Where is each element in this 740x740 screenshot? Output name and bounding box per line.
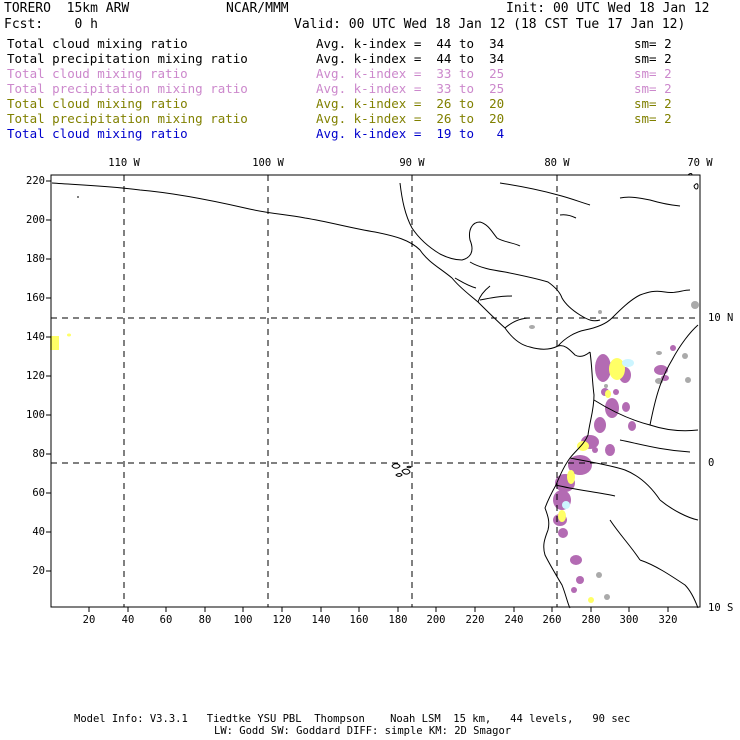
y-tick-20: 20 bbox=[32, 565, 45, 577]
model-info-line1: Model Info: V3.3.1 Tiedtke YSU PBL Thomp… bbox=[74, 713, 631, 725]
forecast-hour: Fcst: 0 h bbox=[4, 17, 98, 32]
legend-index-3: Avg. k-index = 33 to 25 bbox=[316, 66, 505, 81]
x-tick-240: 240 bbox=[504, 614, 524, 626]
y-tick-160: 160 bbox=[26, 292, 45, 304]
y-tick-200: 200 bbox=[26, 214, 45, 226]
legend-sm-6: sm= 2 bbox=[634, 111, 672, 126]
lat-label-10n: 10 N bbox=[708, 312, 734, 324]
cloud-yellow-areas bbox=[50, 333, 625, 603]
legend-index-7: Avg. k-index = 19 to 4 bbox=[316, 126, 505, 141]
legend-index-2: Avg. k-index = 44 to 34 bbox=[316, 51, 505, 66]
x-tick-300: 300 bbox=[619, 614, 639, 626]
model-title: TORERO 15km ARW bbox=[4, 1, 130, 16]
x-tick-320: 320 bbox=[658, 614, 678, 626]
lon-label-100w: 100 W bbox=[252, 157, 284, 169]
lon-label-80w: 80 W bbox=[544, 157, 570, 169]
lon-label-70w: 70 W bbox=[687, 157, 713, 169]
legend-index-5: Avg. k-index = 26 to 20 bbox=[316, 96, 505, 111]
legend-field-6: Total precipitation mixing ratio bbox=[7, 111, 248, 126]
legend-field-2: Total precipitation mixing ratio bbox=[7, 51, 248, 66]
legend-index-4: Avg. k-index = 33 to 25 bbox=[316, 81, 505, 96]
cloud-gray-areas bbox=[529, 301, 699, 600]
map-frame bbox=[50, 174, 701, 608]
init-time: Init: 00 UTC Wed 18 Jan 12 bbox=[506, 1, 710, 16]
x-tick-260: 260 bbox=[542, 614, 562, 626]
x-tick-140: 140 bbox=[311, 614, 331, 626]
x-tick-200: 200 bbox=[426, 614, 446, 626]
coastlines bbox=[51, 173, 699, 609]
cloud-shading bbox=[50, 301, 699, 603]
legend-field-4: Total precipitation mixing ratio bbox=[7, 81, 248, 96]
lat-lon-grid bbox=[51, 175, 700, 607]
legend-field-3: Total cloud mixing ratio bbox=[7, 66, 188, 81]
legend-field-7: Total cloud mixing ratio bbox=[7, 126, 188, 141]
x-tick-20: 20 bbox=[82, 614, 96, 626]
legend-sm-3: sm= 2 bbox=[634, 66, 672, 81]
x-tick-180: 180 bbox=[388, 614, 408, 626]
legend-index-6: Avg. k-index = 26 to 20 bbox=[316, 111, 505, 126]
model-info-line2: LW: Godd SW: Goddard DIFF: simple KM: 2D… bbox=[214, 725, 512, 737]
legend-index-1: Avg. k-index = 44 to 34 bbox=[316, 36, 505, 51]
lon-label-110w: 110 W bbox=[108, 157, 140, 169]
lat-label-0: 0 bbox=[708, 457, 715, 469]
x-tick-160: 160 bbox=[349, 614, 369, 626]
x-tick-100: 100 bbox=[233, 614, 253, 626]
lat-label-10s: 10 S bbox=[708, 602, 734, 614]
y-tick-80: 80 bbox=[32, 448, 45, 460]
x-tick-120: 120 bbox=[272, 614, 292, 626]
legend-field-1: Total cloud mixing ratio bbox=[7, 36, 188, 51]
y-tick-180: 180 bbox=[26, 253, 45, 265]
y-tick-60: 60 bbox=[32, 487, 45, 499]
y-tick-100: 100 bbox=[26, 409, 45, 421]
x-tick-40: 40 bbox=[121, 614, 135, 626]
x-tick-60: 60 bbox=[159, 614, 173, 626]
organization-label: NCAR/MMM bbox=[226, 1, 289, 16]
y-tick-40: 40 bbox=[32, 526, 45, 538]
legend-sm-5: sm= 2 bbox=[634, 96, 672, 111]
legend-sm-2: sm= 2 bbox=[634, 51, 672, 66]
x-tick-80: 80 bbox=[198, 614, 212, 626]
cloud-cyan-areas bbox=[562, 359, 634, 509]
y-tick-140: 140 bbox=[26, 331, 45, 343]
legend-sm-1: sm= 2 bbox=[634, 36, 672, 51]
y-tick-120: 120 bbox=[26, 370, 45, 382]
legend-sm-4: sm= 2 bbox=[634, 81, 672, 96]
y-tick-220: 220 bbox=[26, 175, 45, 187]
axis-ticks bbox=[46, 180, 669, 612]
x-tick-280: 280 bbox=[581, 614, 601, 626]
legend-field-5: Total cloud mixing ratio bbox=[7, 96, 188, 111]
lon-label-90w: 90 W bbox=[399, 157, 425, 169]
x-tick-220: 220 bbox=[465, 614, 485, 626]
valid-time: Valid: 00 UTC Wed 18 Jan 12 (18 CST Tue … bbox=[294, 17, 686, 32]
